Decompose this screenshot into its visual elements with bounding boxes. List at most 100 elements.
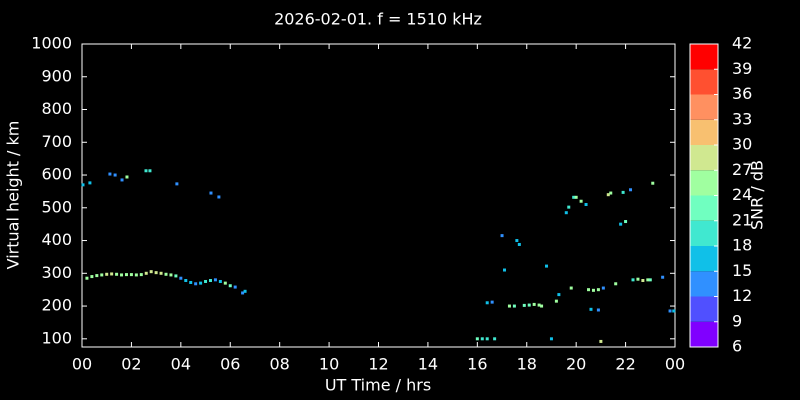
data-point [204, 279, 208, 283]
data-point [500, 234, 504, 238]
data-point [648, 278, 652, 282]
data-point [475, 337, 479, 341]
data-point [517, 242, 521, 246]
data-point [194, 282, 198, 286]
data-point [174, 274, 178, 278]
colorbar-tick-label: 15 [732, 261, 752, 280]
colorbar-tick-label: 24 [732, 185, 752, 204]
data-point [209, 191, 213, 195]
data-point [621, 190, 625, 194]
data-point [554, 299, 558, 303]
data-point [599, 339, 603, 343]
data-point [564, 211, 568, 215]
chart-title: 2026-02-01. f = 1510 kHz [274, 10, 482, 29]
colorbar-tick-label: 9 [732, 311, 742, 330]
data-point [584, 203, 588, 207]
x-tick-label: 08 [269, 355, 289, 374]
colorbar-band [690, 195, 718, 221]
data-point [540, 304, 544, 308]
data-point [668, 309, 672, 313]
data-point [223, 281, 227, 285]
data-point [113, 173, 117, 177]
y-tick-label: 600 [41, 165, 72, 184]
y-tick-label: 900 [41, 66, 72, 85]
y-tick-label: 400 [41, 230, 72, 249]
colorbar-tick-label: 33 [732, 109, 752, 128]
colorbar-band [690, 145, 718, 171]
x-tick-label: 20 [566, 355, 586, 374]
data-point [591, 288, 595, 292]
data-point [589, 307, 593, 311]
data-point [557, 293, 561, 297]
data-point [572, 195, 576, 199]
data-point [619, 222, 623, 226]
data-point [569, 286, 573, 290]
x-tick-label: 22 [615, 355, 635, 374]
data-point [641, 279, 645, 283]
data-point [614, 282, 618, 286]
colorbar-band [690, 271, 718, 297]
data-point [120, 273, 124, 277]
colorbar-tick-label: 27 [732, 160, 752, 179]
data-point [480, 337, 484, 341]
data-point [81, 183, 85, 187]
data-point [672, 309, 676, 313]
data-point [646, 278, 650, 282]
colorbar-tick-label: 42 [732, 34, 752, 53]
x-tick-label: 04 [171, 355, 191, 374]
data-point [208, 279, 212, 283]
data-point [651, 181, 655, 185]
x-tick-label: 00 [665, 355, 685, 374]
y-tick-label: 200 [41, 296, 72, 315]
data-point [485, 337, 489, 341]
y-tick-label: 500 [41, 197, 72, 216]
data-point [233, 285, 237, 289]
data-point [95, 274, 99, 278]
data-point [169, 273, 173, 277]
colorbar-tick-label: 39 [732, 59, 752, 78]
x-tick-label: 12 [368, 355, 388, 374]
colorbar-tick-label: 36 [732, 84, 752, 103]
data-point [606, 193, 610, 197]
colorbar-band [690, 321, 718, 347]
colorbar-band [690, 246, 718, 272]
data-point [527, 303, 531, 307]
colorbar-tick-label: 12 [732, 286, 752, 305]
colorbar-tick-label: 6 [732, 337, 742, 356]
x-tick-label: 10 [319, 355, 339, 374]
colorbar-band [690, 69, 718, 95]
x-tick-label: 00 [72, 355, 92, 374]
x-tick-label: 18 [517, 355, 537, 374]
y-tick-label: 800 [41, 99, 72, 118]
data-point [139, 273, 143, 277]
data-point [159, 271, 163, 275]
data-point [537, 303, 541, 307]
colorbar-tick-label: 30 [732, 135, 752, 154]
colorbar-band [690, 170, 718, 196]
x-tick-label: 06 [220, 355, 240, 374]
data-point [85, 276, 89, 280]
data-point [213, 278, 217, 282]
data-point [184, 279, 188, 283]
colorbar-band [690, 296, 718, 322]
data-point [596, 308, 600, 312]
data-point [189, 280, 193, 284]
data-point [110, 272, 114, 276]
y-tick-label: 700 [41, 132, 72, 151]
data-point [601, 286, 605, 290]
data-point [241, 291, 245, 295]
data-point [493, 337, 497, 341]
colorbar-band [690, 44, 718, 70]
data-point [108, 172, 112, 176]
colorbar-tick-label: 18 [732, 236, 752, 255]
colorbar-band [690, 94, 718, 120]
data-point [512, 304, 516, 308]
data-point [148, 169, 152, 173]
data-point [503, 268, 507, 272]
data-point [88, 181, 92, 185]
data-point [596, 288, 600, 292]
data-point [624, 220, 628, 224]
